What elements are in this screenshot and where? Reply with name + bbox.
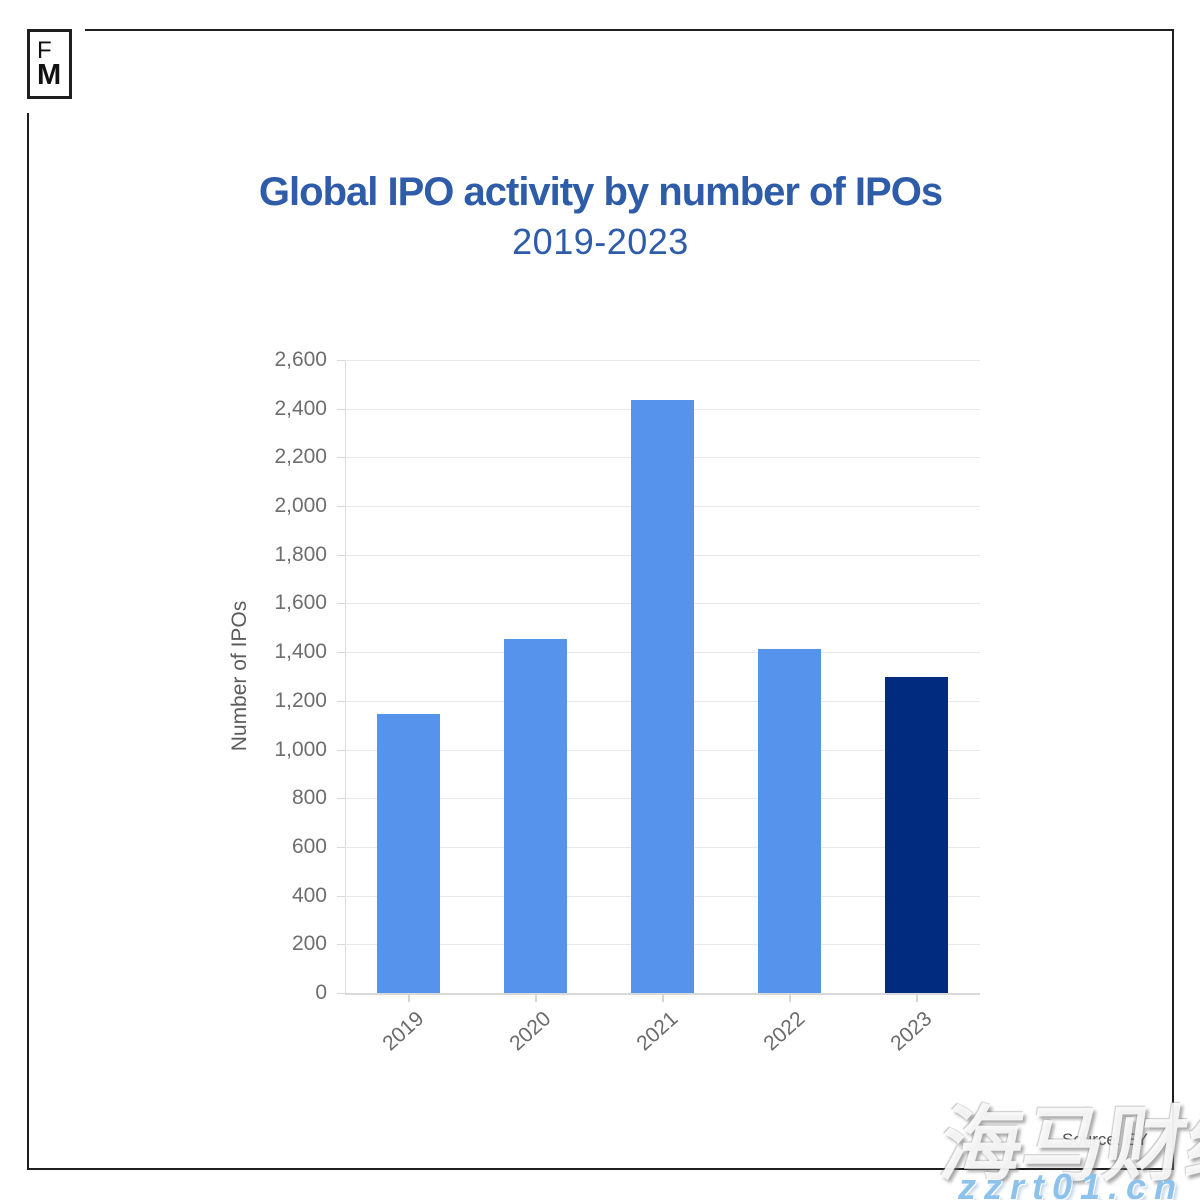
y-tick-label-1600: 1,600 [274,591,327,615]
bar-2023 [885,676,948,993]
source-note: Source: EY [1062,1130,1148,1149]
y-tick-200 [337,944,345,946]
y-tick-1200 [337,700,345,702]
y-tick-2200 [337,457,345,459]
y-tick-label-0: 0 [315,981,327,1004]
y-tick-label-1400: 1,400 [274,640,327,664]
y-tick-label-1200: 1,200 [274,688,327,712]
y-tick-label-1000: 1,000 [274,737,327,761]
x-tick-label-2021: 2021 [631,1007,682,1056]
y-tick-2600 [337,360,345,361]
plot-area: 0 200 400 600 800 1,000 1,200 1,400 1,600 1,800 2,… [274,348,980,1055]
y-tick-800 [337,798,345,800]
bar-2020 [504,639,567,993]
y-axis-title: Number of IPOs [228,600,251,752]
y-tick-1600 [337,603,345,605]
y-tick-0 [337,993,345,994]
y-tick-1000 [337,749,345,751]
y-tick-label-2200: 2,200 [274,445,327,469]
frame-border-left [27,113,29,1170]
y-tick-1800 [337,554,345,556]
y-tick-label-800: 800 [291,786,327,810]
logo-box: F M [27,29,72,99]
y-tick-2400 [337,408,345,410]
gridline-2600 [345,360,980,361]
x-tick-2023 [915,994,918,1002]
frame-border-bottom [27,1168,1174,1170]
x-tick-2021 [661,994,664,1002]
page-subtitle: 2019-2023 [512,221,689,262]
bar-2021 [631,399,694,993]
y-tick-label-200: 200 [291,932,327,956]
y-tick-label-1800: 1,800 [274,542,327,566]
x-tick-label-2023: 2023 [885,1007,936,1056]
y-axis-line [345,360,346,993]
x-tick-2022 [788,994,791,1002]
x-tick-label-2022: 2022 [758,1007,809,1056]
y-tick-label-600: 600 [291,834,327,858]
y-tick-2000 [337,506,345,508]
y-tick-label-2000: 2,000 [274,494,327,518]
frame-border-right [1172,29,1174,1170]
y-tick-label-2600: 2,600 [274,348,327,371]
y-tick-label-400: 400 [291,883,327,907]
logo-letter-m: M [37,59,62,91]
y-tick-label-2400: 2,400 [274,396,327,420]
bar-2019 [377,713,440,993]
x-tick-2020 [534,994,537,1002]
x-tick-2019 [407,994,410,1002]
frame-border-top [85,29,1174,31]
y-tick-1400 [337,652,345,654]
x-tick-label-2020: 2020 [504,1007,555,1056]
watermark-url-text: zzrt01.cn [958,1166,1185,1200]
logo-letter-f: F [37,37,52,64]
y-tick-400 [337,895,345,897]
y-tick-600 [337,846,345,848]
page-title: Global IPO activity by number of IPOs [258,170,943,214]
bar-2022 [758,648,821,993]
x-tick-label-2019: 2019 [377,1007,428,1056]
